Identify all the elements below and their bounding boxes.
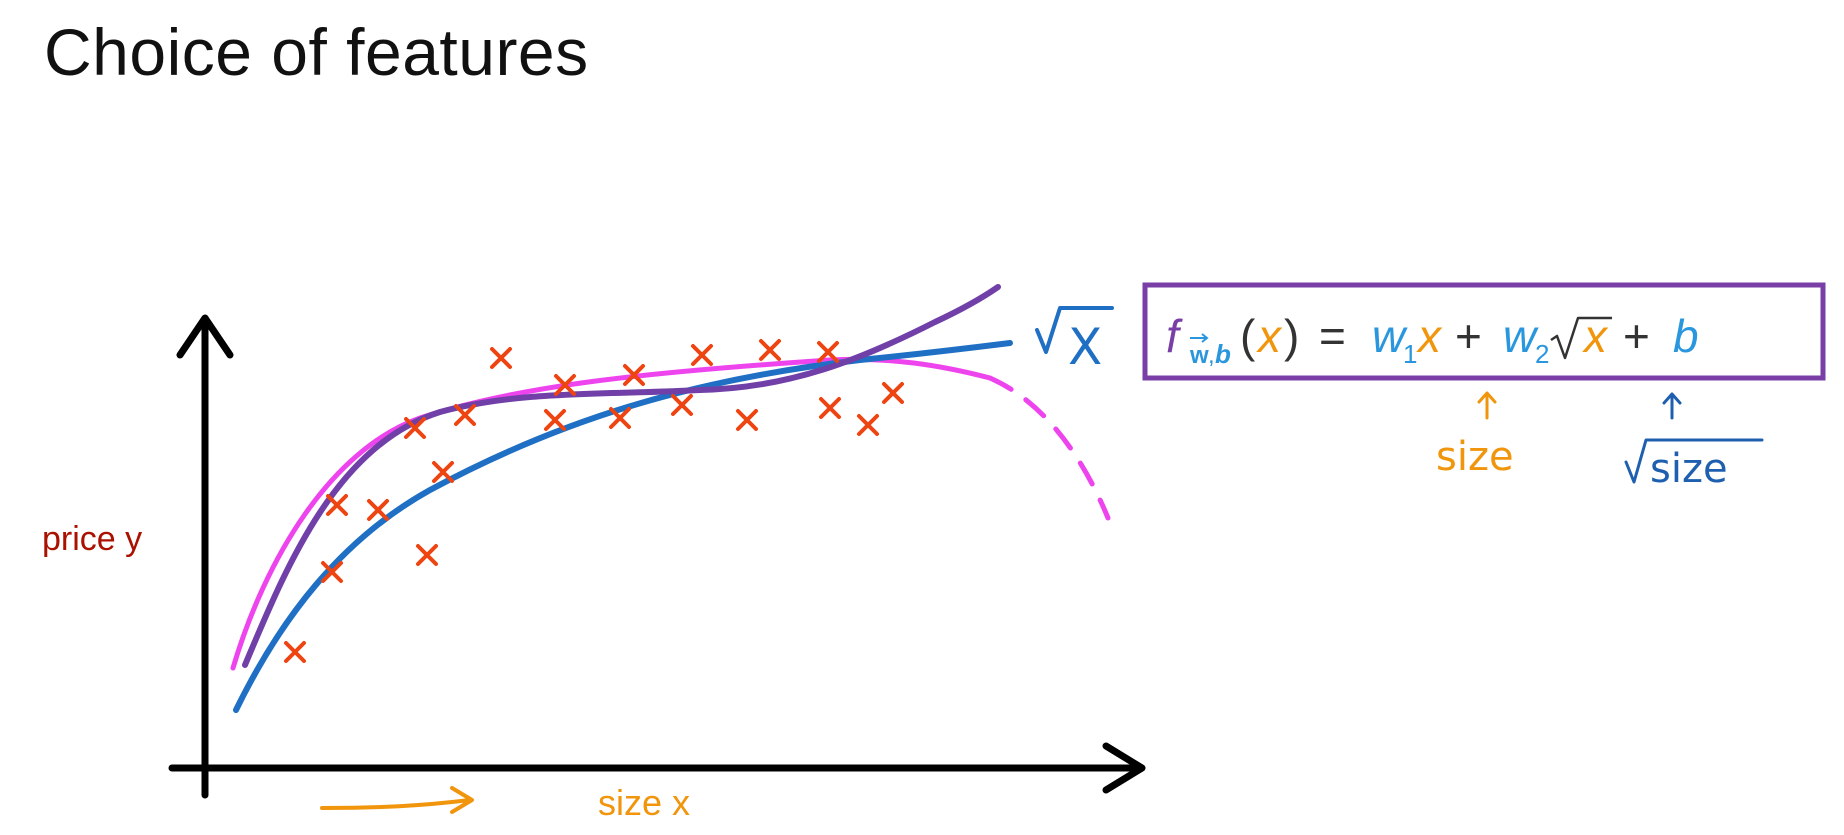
formula-x2: x bbox=[1416, 310, 1443, 362]
formula-x1: x bbox=[1256, 310, 1283, 362]
data-point-mark bbox=[691, 344, 713, 366]
data-point-mark bbox=[490, 347, 512, 369]
data-point-mark bbox=[544, 409, 566, 431]
polynomial-fit-curve bbox=[242, 284, 1001, 668]
formula-close-paren: ) bbox=[1284, 310, 1299, 362]
sqrt-size-up-arrow-icon bbox=[1662, 392, 1682, 420]
slide-title: Choice of features bbox=[44, 15, 589, 89]
x-axis-arrowhead bbox=[1102, 742, 1146, 794]
formula-equals: = bbox=[1319, 310, 1346, 362]
data-point-mark bbox=[284, 641, 306, 663]
sqrt-size-annotation-text: size bbox=[1650, 446, 1728, 492]
data-point-mark bbox=[326, 494, 348, 516]
axes bbox=[168, 314, 1146, 799]
data-point-mark bbox=[432, 461, 454, 483]
size-annotation-text: size bbox=[1436, 434, 1514, 480]
y-axis-label: price y bbox=[42, 520, 142, 558]
formula-sqrt-x: x bbox=[1582, 310, 1609, 362]
vector-arrow-icon bbox=[1190, 333, 1209, 343]
formula-plus1: + bbox=[1455, 310, 1482, 362]
formula-box bbox=[1142, 282, 1826, 381]
sqrt-curve-label-x: X bbox=[1068, 318, 1102, 376]
formula-sub-comma: , bbox=[1208, 342, 1215, 369]
data-point-mark bbox=[416, 544, 438, 566]
data-point-mark bbox=[367, 499, 389, 521]
size-annotation: size bbox=[1436, 391, 1514, 480]
formula-w1-sub: 1 bbox=[1403, 339, 1417, 369]
formula-f: f bbox=[1166, 310, 1183, 362]
formula-sub-b: b bbox=[1215, 339, 1231, 369]
formula-b: b bbox=[1673, 310, 1699, 362]
x-axis-label: size x bbox=[598, 782, 690, 823]
data-point-mark bbox=[817, 341, 839, 363]
data-point-mark bbox=[671, 394, 693, 416]
formula-radical-icon bbox=[1550, 316, 1612, 360]
data-point-mark bbox=[554, 374, 576, 396]
data-point-mark bbox=[759, 339, 781, 361]
formula: f w , b ( x ) = w 1 x + w 2 x + b bbox=[1166, 310, 1699, 369]
data-point-mark bbox=[454, 404, 476, 426]
data-point-mark bbox=[321, 561, 343, 583]
formula-plus2: + bbox=[1623, 310, 1650, 362]
sqrt-fit-curve bbox=[233, 340, 1013, 713]
x-direction-arrow bbox=[320, 786, 474, 814]
sqrt-curve-label-radical bbox=[1035, 306, 1114, 354]
data-point-mark bbox=[404, 417, 426, 439]
size-up-arrow-icon bbox=[1477, 391, 1497, 420]
sqrt-curve-label: X bbox=[1035, 306, 1114, 376]
formula-sub-w: w bbox=[1189, 342, 1209, 369]
data-point-mark bbox=[857, 414, 879, 436]
formula-w2: w bbox=[1503, 310, 1539, 362]
data-point-mark bbox=[882, 382, 904, 404]
sqrt-size-annotation: size bbox=[1624, 392, 1764, 492]
data-point-mark bbox=[623, 364, 645, 386]
y-axis-arrowhead bbox=[176, 314, 234, 359]
sqrt-size-radical-icon bbox=[1624, 438, 1764, 484]
data-point-mark bbox=[736, 409, 758, 431]
formula-w2-sub: 2 bbox=[1535, 339, 1549, 369]
formula-open-paren: ( bbox=[1240, 310, 1256, 362]
data-point-mark bbox=[609, 407, 631, 429]
data-point-mark bbox=[819, 397, 841, 419]
data-points bbox=[284, 339, 904, 663]
formula-w1: w bbox=[1372, 310, 1408, 362]
cubic-fit-extrapolation bbox=[987, 375, 1111, 521]
